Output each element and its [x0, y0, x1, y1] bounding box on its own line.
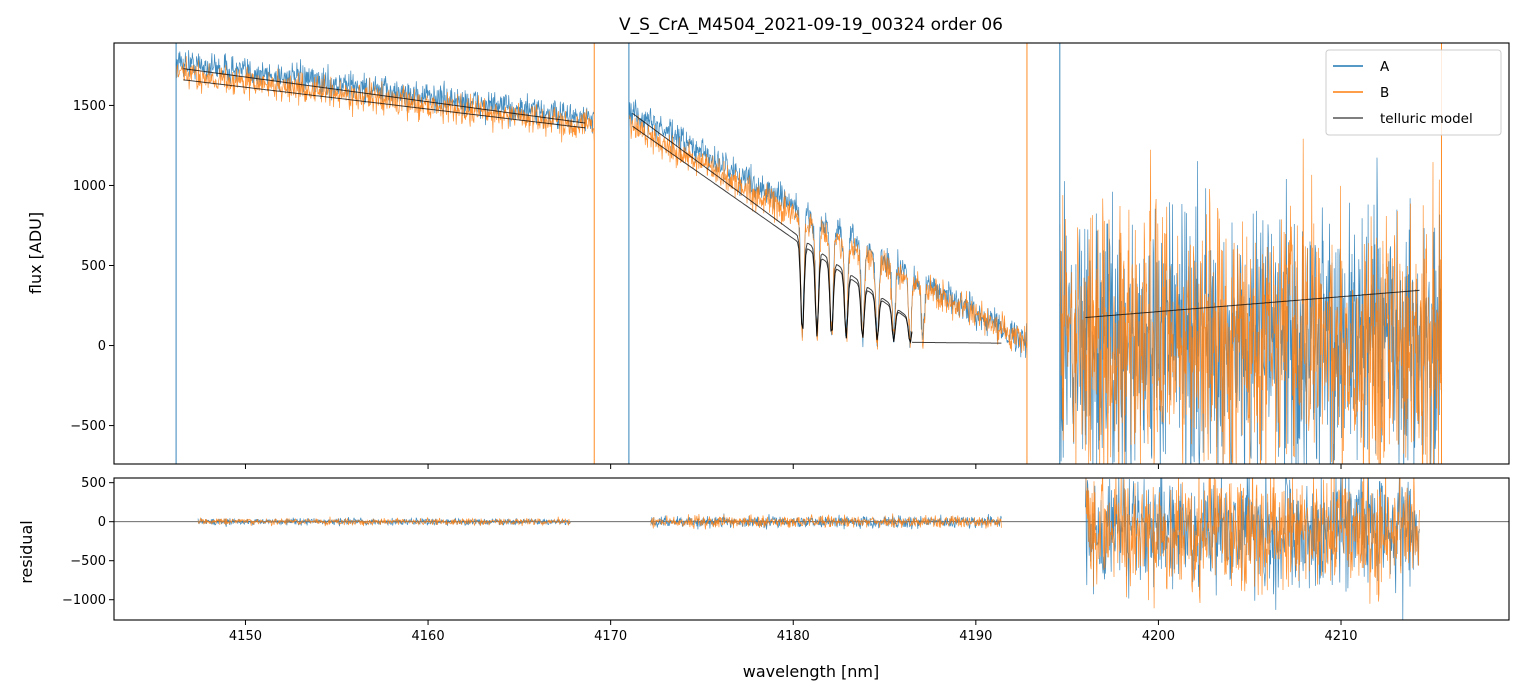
y-tick-label-flux-4: 1500 — [73, 99, 106, 114]
x-tick-label-0: 4150 — [229, 629, 262, 644]
x-tick-label-6: 4210 — [1324, 629, 1357, 644]
residual-axes-frame — [113, 477, 1510, 621]
y-tick-label-flux-0: −500 — [70, 419, 106, 434]
telluric-model-line-0 — [183, 68, 586, 124]
y-tick-label-residual-2: 0 — [98, 515, 106, 530]
residual-series-b-segment-0 — [197, 516, 571, 527]
y-tick-label-flux-3: 1000 — [73, 179, 106, 194]
y-tick-label-flux-2: 500 — [81, 259, 106, 274]
legend-label-b: B — [1380, 85, 1389, 101]
y-tick-label-residual-1: −500 — [70, 554, 106, 569]
flux-y-axis-label: flux [ADU] — [26, 212, 45, 294]
y-tick-label-residual-0: −1000 — [62, 593, 106, 608]
flux-series-a-segment-1 — [628, 99, 1028, 358]
residual-y-axis-label: residual — [17, 520, 36, 583]
x-tick-label-2: 4170 — [594, 629, 627, 644]
residual-panel: −1000 −500 0 500 4150 4160 4170 4180 4190 4200 42… — [17, 476, 1510, 644]
x-tick-label-3: 4180 — [777, 629, 810, 644]
legend-label-model: telluric model — [1380, 111, 1473, 127]
chart-title: V_S_CrA_M4504_2021-09-19_00324 order 06 — [619, 15, 1003, 35]
y-tick-label-residual-3: 500 — [81, 476, 106, 491]
telluric-model-line-4 — [911, 341, 1002, 344]
legend-label-a: A — [1380, 59, 1390, 75]
residual-series-b-segment-1 — [650, 513, 1002, 530]
residual-series-b-segment-2 — [1085, 478, 1420, 609]
legend: A B telluric model — [1325, 49, 1502, 136]
x-tick-label-4: 4190 — [959, 629, 992, 644]
legend-box — [1325, 49, 1502, 136]
telluric-model-line-1 — [183, 79, 586, 129]
telluric-model-line-5 — [1085, 289, 1420, 318]
flux-axes-frame — [113, 42, 1510, 465]
flux-series-b-segment-2 — [1059, 138, 1442, 464]
x-tick-label-5: 4200 — [1142, 629, 1175, 644]
flux-panel: −500 0 500 1000 1500 flux [ADU] — [26, 42, 1510, 469]
x-axis-label: wavelength [nm] — [743, 662, 880, 681]
y-tick-label-flux-1: 0 — [98, 339, 106, 354]
x-tick-label-1: 4160 — [412, 629, 445, 644]
telluric-model-line-3 — [632, 125, 913, 345]
flux-series-a-segment-0 — [175, 50, 595, 134]
